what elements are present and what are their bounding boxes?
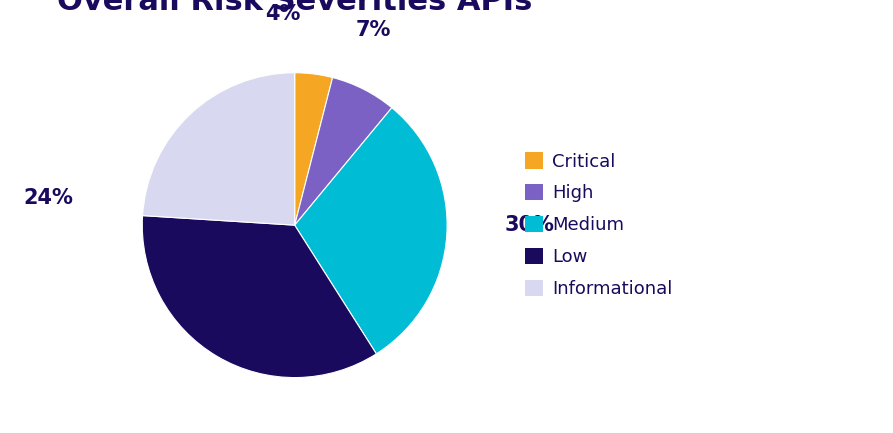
Title: Overall Risk Severities APIs: Overall Risk Severities APIs — [57, 0, 532, 16]
Wedge shape — [295, 73, 332, 225]
Text: 4%: 4% — [265, 4, 300, 24]
Text: 24%: 24% — [24, 188, 74, 208]
Text: 30%: 30% — [505, 215, 555, 235]
Wedge shape — [142, 216, 376, 378]
Text: 7%: 7% — [355, 20, 391, 40]
Legend: Critical, High, Medium, Low, Informational: Critical, High, Medium, Low, Information… — [525, 152, 672, 298]
Wedge shape — [295, 78, 392, 225]
Wedge shape — [295, 108, 447, 354]
Wedge shape — [143, 73, 295, 225]
